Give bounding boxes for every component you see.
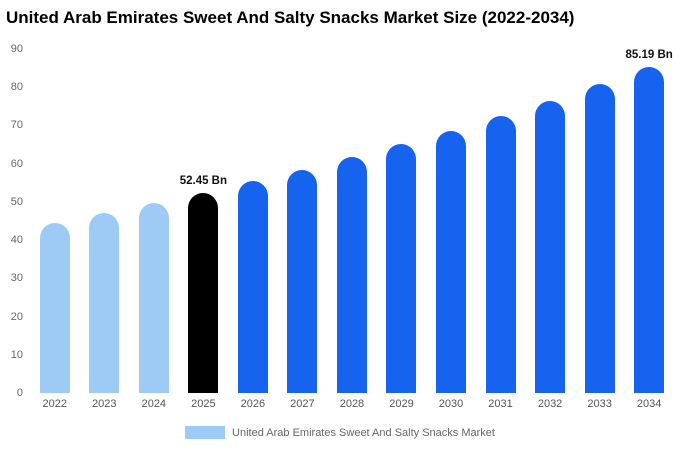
y-axis-tick-label: 60 [10,157,23,170]
plot-area: 0 10 20 30 40 50 60 70 80 90 52.45 Bn 85.19 Bn [11,43,674,399]
bar-2034[interactable] [634,67,665,393]
x-axis-tick-label: 2022 [42,398,67,410]
bar-2031[interactable] [485,115,516,393]
legend: United Arab Emirates Sweet And Salty Sna… [0,426,680,439]
bar-slot [129,49,179,393]
bar-2025[interactable] [188,192,219,393]
bar-2022[interactable] [39,222,70,393]
bar-slot [525,49,575,393]
y-axis-tick-label: 40 [10,234,23,247]
x-axis-tick-label: 2032 [537,398,563,410]
x-axis-tick-label: 2031 [488,398,513,410]
y-axis: 0 10 20 30 40 50 60 70 80 90 [0,43,26,399]
bar-slot [228,49,278,393]
y-axis-tick-label: 90 [10,43,23,55]
y-axis-tick-label: 50 [10,195,23,208]
bar-slot [377,49,427,393]
x-axis-tick-label: 2029 [389,398,414,410]
x-axis-tick-label: 2030 [438,398,464,410]
x-axis-tick-label: 2027 [290,398,315,410]
bar-slot [278,49,328,393]
bar-2033[interactable] [584,84,615,393]
bar-2030[interactable] [436,130,467,393]
bar-slot [426,49,476,393]
value-label-2025: 52.45 Bn [179,174,228,187]
bar-slot [476,49,526,393]
x-axis: 2022 2023 2024 2025 2026 2027 2028 2029 2030 2031… [30,398,674,410]
y-axis-tick-label: 0 [16,387,23,399]
bar-2023[interactable] [89,212,120,393]
x-axis-tick-label: 2026 [240,398,266,410]
value-label-2034: 85.19 Bn [625,49,673,62]
bar-slot: 85.19 Bn [624,49,674,393]
bar-slot: 52.45 Bn [179,49,229,393]
bar-slot [327,49,377,393]
bar-slot [80,49,130,393]
legend-swatch-icon [185,426,226,439]
bar-2024[interactable] [138,203,169,393]
legend-label: United Arab Emirates Sweet And Salty Sna… [232,426,495,439]
bar-2028[interactable] [336,157,367,393]
x-axis-tick-label: 2024 [141,398,167,410]
bar-2029[interactable] [386,144,417,393]
bar-2032[interactable] [535,100,566,393]
y-axis-tick-label: 20 [10,310,23,323]
x-axis-tick-label: 2033 [587,398,612,410]
bar-2026[interactable] [237,181,268,393]
bars-container: 52.45 Bn 85.19 Bn [30,49,674,393]
y-axis-tick-label: 70 [10,119,23,132]
x-axis-tick-label: 2034 [636,398,662,410]
y-axis-tick-label: 80 [10,81,23,94]
y-axis-tick-label: 30 [10,272,23,285]
x-axis-tick-label: 2023 [92,398,117,410]
y-axis-tick-label: 10 [10,348,23,361]
x-axis-tick-label: 2025 [191,398,216,410]
bar-slot [575,49,625,393]
bar-slot [30,49,80,393]
x-axis-tick-label: 2028 [339,398,365,410]
bar-2027[interactable] [287,169,318,393]
chart-title: United Arab Emirates Sweet And Salty Sna… [6,8,575,27]
